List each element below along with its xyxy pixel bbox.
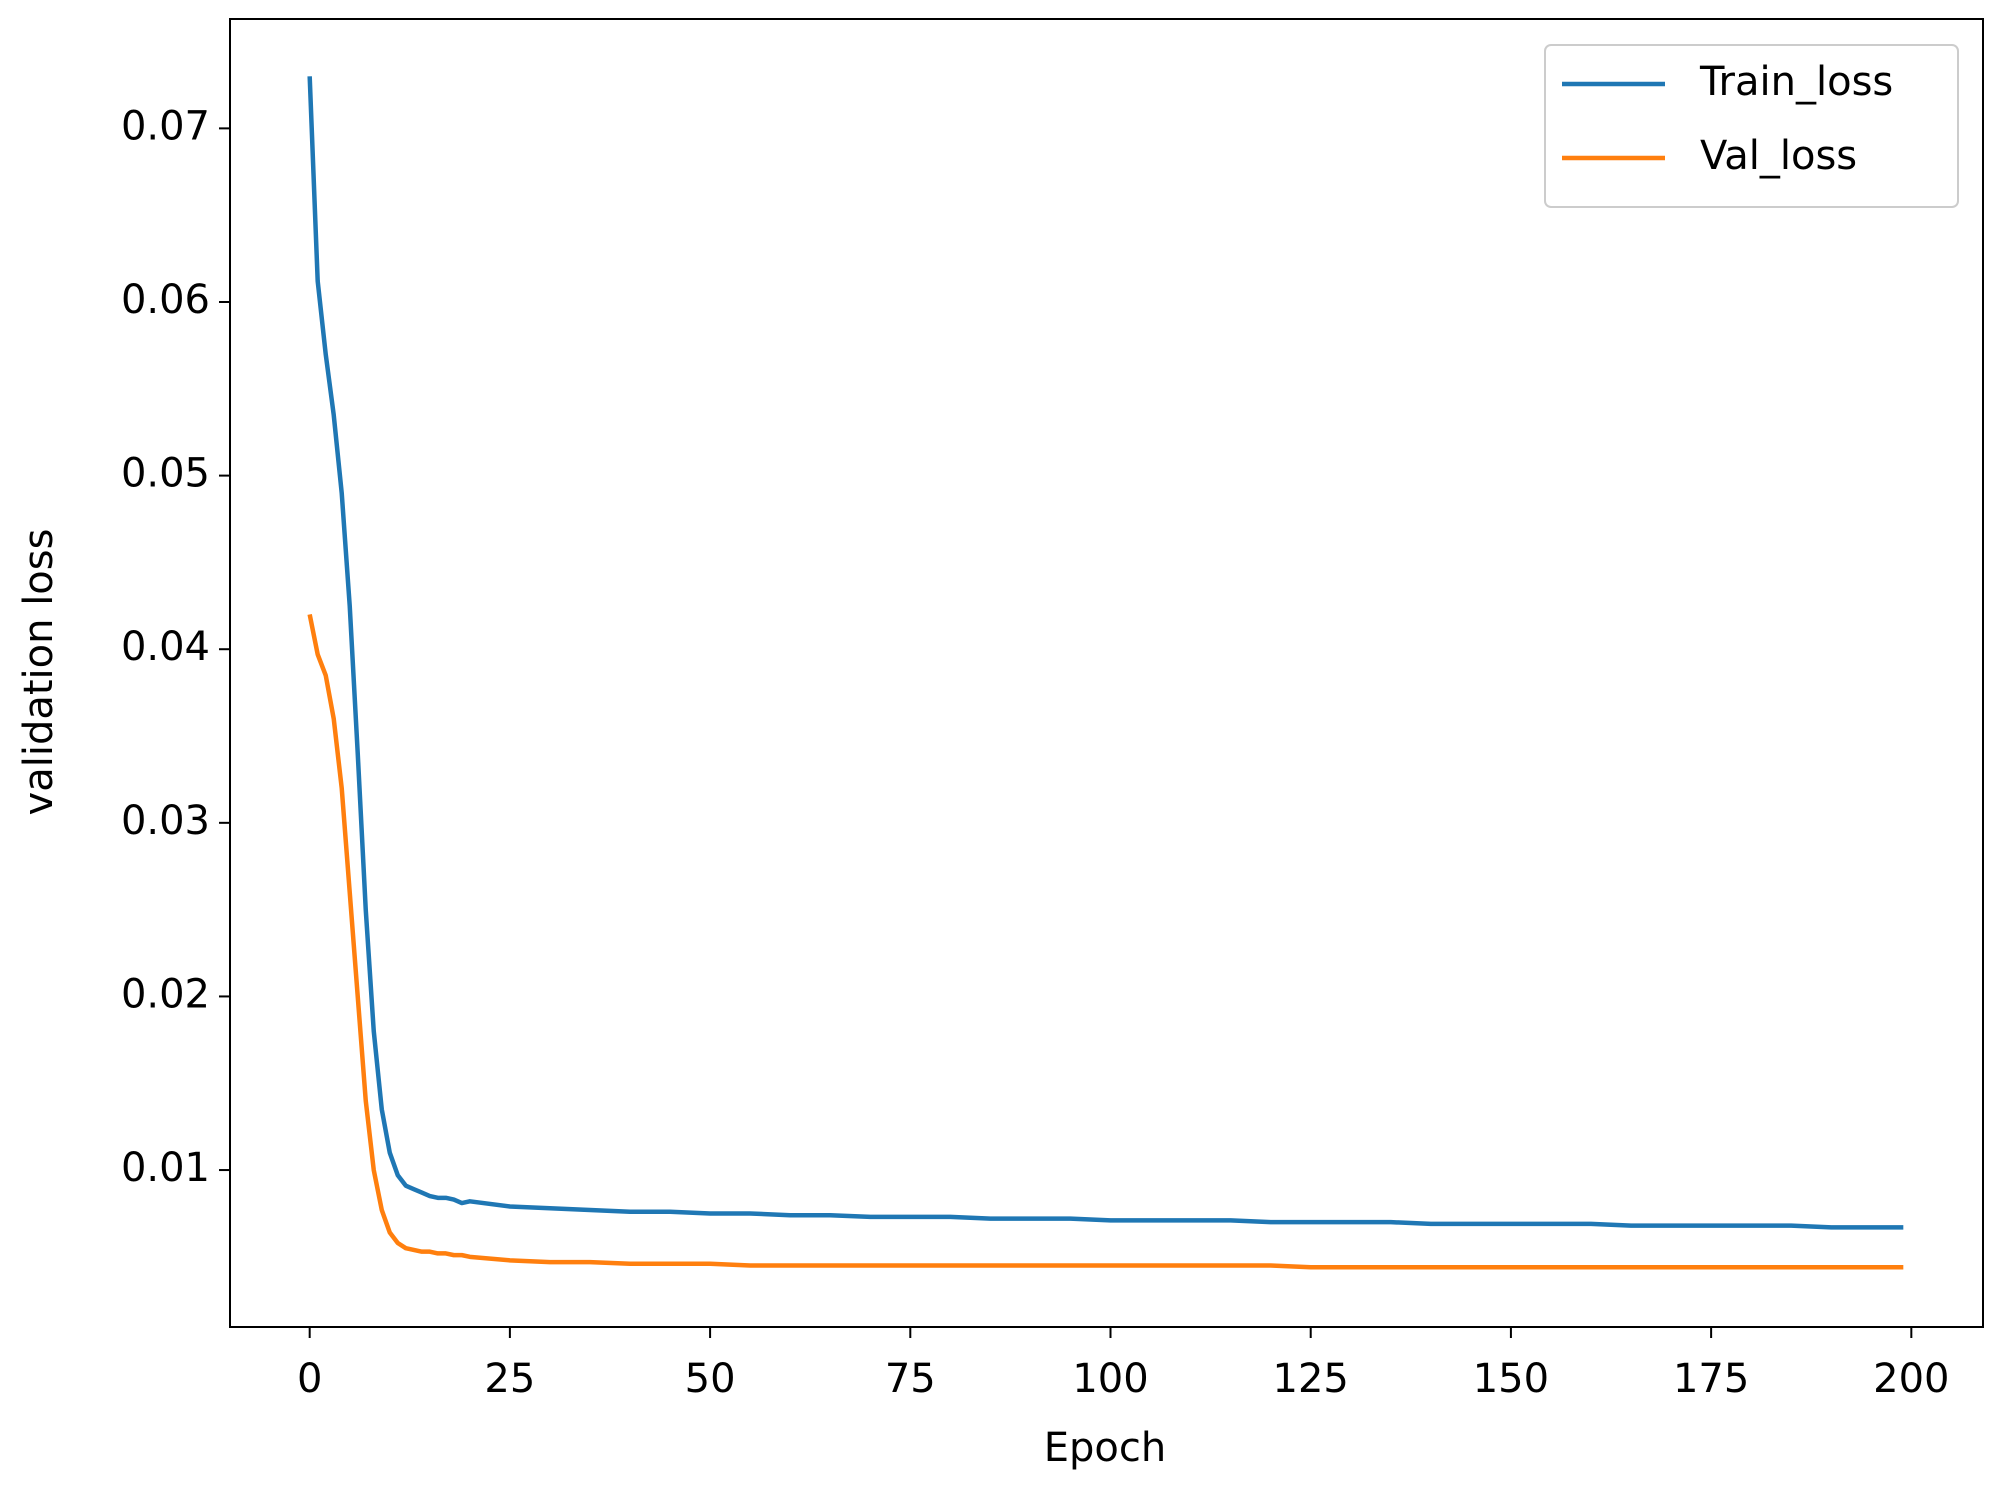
- line-series: [307, 76, 1904, 1230]
- y-tick-label: 0.07: [121, 103, 210, 149]
- y-tick-label: 0.01: [121, 1145, 210, 1191]
- x-tick-label: 75: [885, 1356, 936, 1402]
- x-tick-label: 175: [1673, 1356, 1749, 1402]
- y-tick-label: 0.02: [121, 971, 210, 1017]
- y-tick-label: 0.04: [121, 624, 210, 670]
- legend-label: Train_loss: [1699, 59, 1893, 105]
- y-tick-label: 0.05: [121, 451, 210, 497]
- y-tick-label: 0.06: [121, 277, 210, 323]
- x-axis-label: Epoch: [1044, 1425, 1166, 1471]
- x-tick-label: 100: [1072, 1356, 1148, 1402]
- plot-frame: [229, 18, 1984, 1328]
- x-tick-label: 150: [1473, 1356, 1549, 1402]
- x-tick-label: 125: [1273, 1356, 1349, 1402]
- x-tick-label: 0: [297, 1356, 322, 1402]
- x-tick-label: 50: [685, 1356, 736, 1402]
- legend-label: Val_loss: [1700, 133, 1857, 179]
- x-tick-label: 25: [484, 1356, 535, 1402]
- line-series: [307, 614, 1904, 1270]
- y-tick-label: 0.03: [121, 798, 210, 844]
- y-axis-label: validation loss: [16, 529, 62, 816]
- x-tick-label: 200: [1873, 1356, 1949, 1402]
